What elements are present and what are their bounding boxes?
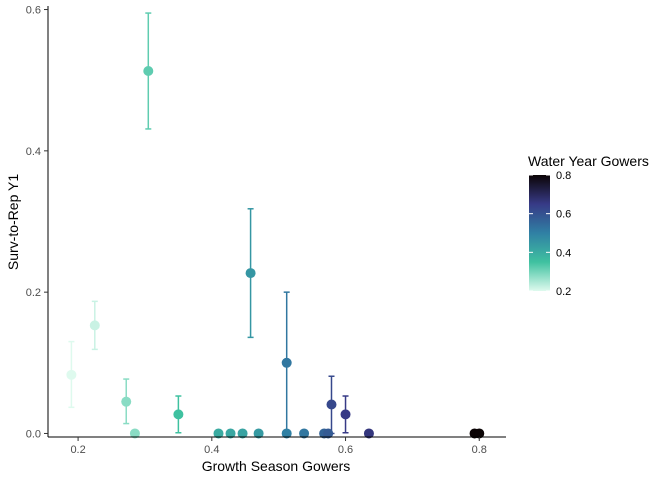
legend-tick-label: 0.8 (556, 170, 571, 182)
data-point (66, 369, 77, 380)
data-point (340, 409, 351, 420)
data-point (173, 409, 184, 420)
data-point (474, 428, 485, 439)
x-tick-label: 0.6 (338, 444, 353, 456)
legend-tick-label: 0.6 (556, 209, 571, 221)
x-axis-ticks: 0.2 0.4 0.6 0.8 (70, 437, 487, 456)
x-tick-label: 0.4 (204, 444, 219, 456)
y-axis-title: Surv-to-Rep Y1 (5, 174, 21, 270)
data-point (281, 428, 292, 439)
data-point (245, 268, 256, 279)
y-tick-label: 0.2 (26, 287, 41, 299)
data-point (213, 428, 224, 439)
color-legend: Water Year Gowers 0.2 0.4 0.6 0.8 (528, 153, 649, 298)
data-point (121, 396, 132, 407)
axes: 0.2 0.4 0.6 0.8 0.0 0.2 0.4 0.6 (26, 5, 506, 456)
data-point (225, 428, 236, 439)
y-tick-label: 0.6 (26, 5, 41, 17)
data-point (326, 399, 337, 410)
data-point (253, 428, 264, 439)
x-tick-label: 0.8 (472, 444, 487, 456)
legend-ticks: 0.2 0.4 0.6 0.8 (529, 170, 571, 298)
data-point (129, 428, 140, 439)
data-point (143, 66, 154, 77)
legend-tick-label: 0.2 (556, 286, 571, 298)
data-point (89, 320, 100, 331)
data-point (237, 428, 248, 439)
data-point (363, 428, 374, 439)
y-tick-label: 0.4 (26, 146, 41, 158)
x-tick-label: 0.2 (70, 444, 85, 456)
legend-title: Water Year Gowers (528, 153, 649, 169)
y-axis-ticks: 0.0 0.2 0.4 0.6 (26, 5, 48, 440)
x-axis-title: Growth Season Gowers (202, 458, 351, 474)
y-tick-label: 0.0 (26, 428, 41, 440)
data-points (66, 66, 485, 439)
data-point (299, 428, 310, 439)
error-bars (68, 12, 349, 435)
legend-colorbar (529, 175, 550, 291)
legend-tick-label: 0.4 (556, 247, 571, 259)
data-point (281, 357, 292, 368)
data-point (323, 428, 334, 439)
